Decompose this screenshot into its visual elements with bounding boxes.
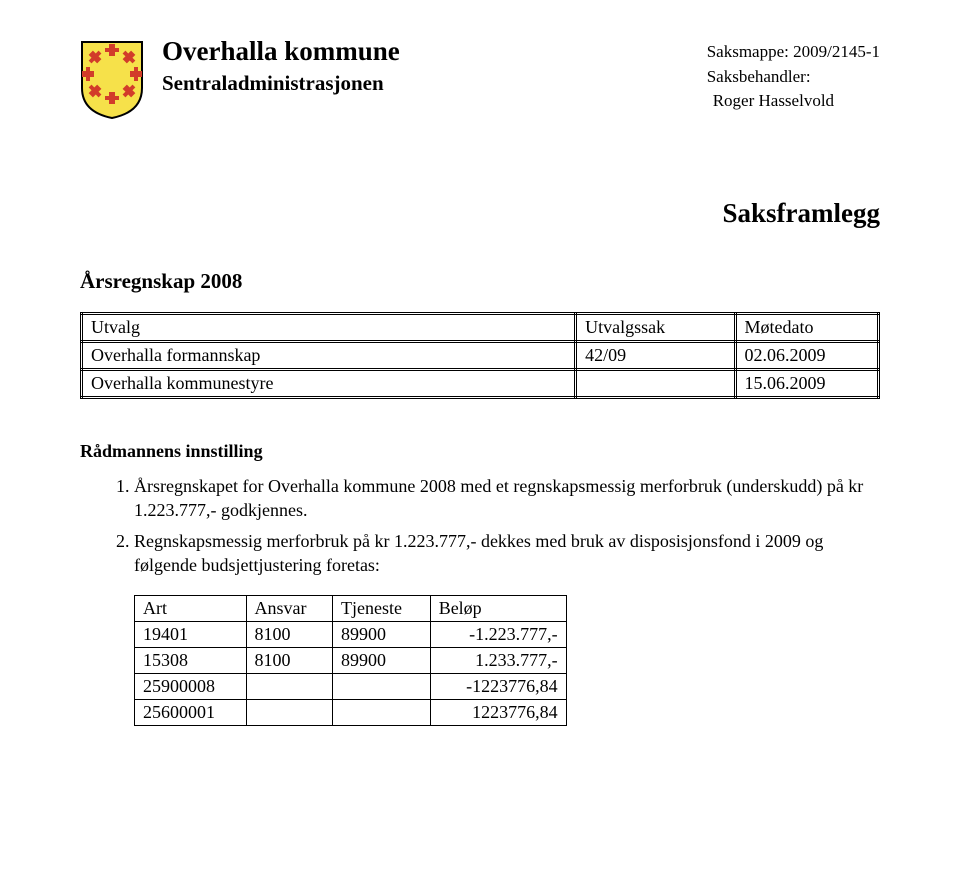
- utvalg-header: Utvalg: [82, 314, 576, 342]
- table-row: 25600001 1223776,84: [135, 700, 567, 726]
- ansvar-cell: [246, 674, 332, 700]
- org-name: Overhalla kommune: [162, 36, 400, 67]
- list-item: Årsregnskapet for Overhalla kommune 2008…: [134, 474, 880, 523]
- art-cell: 19401: [135, 622, 247, 648]
- innstilling-heading: Rådmannens innstilling: [80, 441, 880, 462]
- utvalgssak-header: Utvalgssak: [576, 314, 735, 342]
- tjeneste-header: Tjeneste: [332, 596, 430, 622]
- utvalgssak-cell: [576, 370, 735, 398]
- org-dept: Sentraladministrasjonen: [162, 71, 400, 96]
- saksframlegg-heading: Saksframlegg: [80, 198, 880, 229]
- table-row: 25900008 -1223776,84: [135, 674, 567, 700]
- utvalg-cell: Overhalla formannskap: [82, 342, 576, 370]
- header-left: Overhalla kommune Sentraladministrasjone…: [162, 36, 400, 96]
- budget-table: Art Ansvar Tjeneste Beløp 19401 8100 899…: [134, 595, 567, 726]
- art-cell: 25600001: [135, 700, 247, 726]
- case-handler-name: Roger Hasselvold: [713, 89, 880, 114]
- art-header: Art: [135, 596, 247, 622]
- belop-cell: -1223776,84: [430, 674, 566, 700]
- case-map-line: Saksmappe: 2009/2145-1: [707, 40, 880, 65]
- motedato-cell: 15.06.2009: [735, 370, 878, 398]
- document-page: Overhalla kommune Sentraladministrasjone…: [0, 0, 960, 882]
- tjeneste-cell: [332, 674, 430, 700]
- table-row: Overhalla formannskap 42/09 02.06.2009: [82, 342, 879, 370]
- innstilling-list: Årsregnskapet for Overhalla kommune 2008…: [80, 474, 880, 577]
- ansvar-cell: [246, 700, 332, 726]
- utvalg-cell: Overhalla kommunestyre: [82, 370, 576, 398]
- table-row: 19401 8100 89900 -1.223.777,-: [135, 622, 567, 648]
- list-item: Regnskapsmessig merforbruk på kr 1.223.7…: [134, 529, 880, 578]
- budget-table-wrap: Art Ansvar Tjeneste Beløp 19401 8100 899…: [134, 595, 880, 726]
- case-map-label: Saksmappe:: [707, 42, 789, 61]
- header-row: Overhalla kommune Sentraladministrasjone…: [80, 36, 880, 120]
- table-row: Overhalla kommunestyre 15.06.2009: [82, 370, 879, 398]
- header-text-block: Overhalla kommune Sentraladministrasjone…: [162, 36, 880, 114]
- table-row: 15308 8100 89900 1.233.777,-: [135, 648, 567, 674]
- ansvar-header: Ansvar: [246, 596, 332, 622]
- table-header-row: Art Ansvar Tjeneste Beløp: [135, 596, 567, 622]
- utvalg-table: Utvalg Utvalgssak Møtedato Overhalla for…: [80, 312, 880, 399]
- motedato-header: Møtedato: [735, 314, 878, 342]
- motedato-cell: 02.06.2009: [735, 342, 878, 370]
- table-header-row: Utvalg Utvalgssak Møtedato: [82, 314, 879, 342]
- tjeneste-cell: 89900: [332, 622, 430, 648]
- art-cell: 25900008: [135, 674, 247, 700]
- tjeneste-cell: 89900: [332, 648, 430, 674]
- belop-cell: 1223776,84: [430, 700, 566, 726]
- case-map-value: 2009/2145-1: [793, 42, 880, 61]
- belop-header: Beløp: [430, 596, 566, 622]
- coat-of-arms-icon: [80, 40, 144, 120]
- tjeneste-cell: [332, 700, 430, 726]
- ansvar-cell: 8100: [246, 622, 332, 648]
- header-right: Saksmappe: 2009/2145-1 Saksbehandler: Ro…: [707, 40, 880, 114]
- art-cell: 15308: [135, 648, 247, 674]
- utvalgssak-cell: 42/09: [576, 342, 735, 370]
- belop-cell: 1.233.777,-: [430, 648, 566, 674]
- belop-cell: -1.223.777,-: [430, 622, 566, 648]
- case-handler-label: Saksbehandler:: [707, 65, 880, 90]
- document-title: Årsregnskap 2008: [80, 269, 880, 294]
- ansvar-cell: 8100: [246, 648, 332, 674]
